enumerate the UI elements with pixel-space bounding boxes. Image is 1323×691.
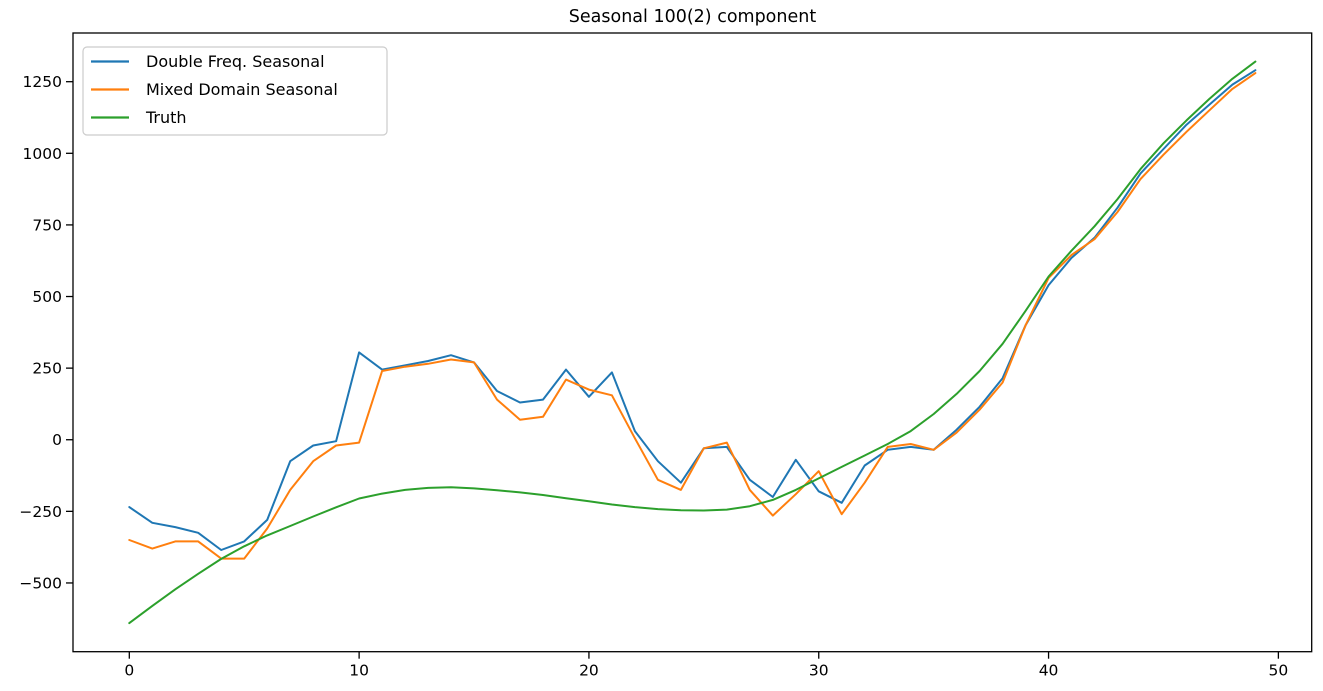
series-line-2 [128,60,1257,625]
chart-title: Seasonal 100(2) component [568,7,817,27]
plot-area [72,32,1313,653]
series-line-0 [128,69,1257,551]
legend: Double Freq. Seasonal Mixed Domain Season… [82,46,388,136]
y-axis-tick-label: 0 [52,431,62,449]
y-axis-tick-label: −500 [19,574,62,592]
y-axis-tick-label: 1000 [23,145,62,163]
legend-label: Double Freq. Seasonal [146,52,325,71]
legend-item: Mixed Domain Seasonal [91,80,338,99]
y-axis-tick-label: 1250 [23,73,62,91]
x-axis-tick-label: 0 [124,662,134,680]
legend-label: Mixed Domain Seasonal [146,80,338,99]
y-axis-tick-label: 500 [32,288,62,306]
series-line-1 [128,72,1257,560]
x-axis-tick-label: 40 [1039,662,1059,680]
legend-box [82,46,388,136]
x-axis-tick-label: 50 [1269,662,1289,680]
x-axis-tick-label: 20 [579,662,599,680]
x-axis-tick-label: 30 [809,662,829,680]
legend-label: Truth [145,108,187,127]
y-axis-tick-label: 750 [32,216,62,234]
x-axis-tick-label: 10 [349,662,369,680]
legend-item: Truth [91,108,187,127]
legend-item: Double Freq. Seasonal [91,52,325,71]
y-axis-tick-label: 250 [32,360,62,378]
y-axis-tick-label: −250 [19,503,62,521]
